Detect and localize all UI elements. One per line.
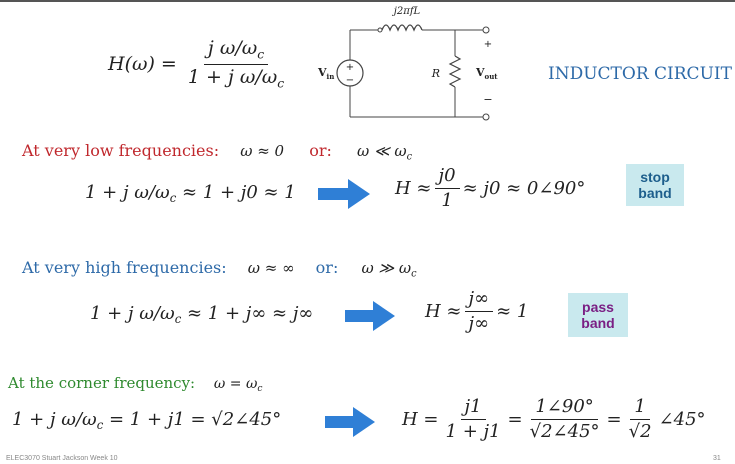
output-label: Vout [475,66,498,81]
top-rule [0,0,735,2]
low-h-expr: H ≈ j0 1 ≈ j0 ≈ 0∠90° [395,165,586,211]
tf-fraction: j ω/ωc 1 + j ω/ωc [187,37,285,91]
output-plus: + [484,39,492,50]
corner-f2-num: 1∠90° [531,397,598,420]
inductor-circuit-diagram: j2πfL + − Vin R + Vout − [317,6,498,121]
svg-text:+: + [346,62,354,73]
low-freq-heading: At very low frequencies: [22,141,220,160]
high-freq-heading: At very high frequencies: [22,258,227,277]
high-arrow-icon [345,301,395,331]
corner-f1-den: 1 + j1 [445,420,501,442]
resistor-label: R [431,67,440,80]
transfer-function: H(ω) = j ω/ωc 1 + j ω/ωc [108,38,291,91]
svg-text:Vin: Vin [317,66,334,81]
corner-tail: ∠45° [658,408,706,430]
high-cond1: ω ≈ ∞ [247,259,295,277]
inductor-coil [381,24,423,32]
tf-denominator: 1 + j ω/ω [187,65,278,88]
svg-text:−: − [346,75,354,86]
low-or: or: [309,141,332,160]
corner-f2-den: √2∠45° [529,420,600,442]
corner-freq-heading: At the corner frequency: [8,374,196,392]
corner-eq-left: 1 + j ω/ωc = 1 + j1 = √2∠45° [12,409,282,433]
corner-f1-num: j1 [460,397,486,420]
high-h-expr: H ≈ j∞ j∞ ≈ 1 [425,288,529,334]
low-cond1: ω ≈ 0 [240,142,285,160]
stop-band-badge: stop band [626,164,684,206]
low-freq-row: At very low frequencies: ω ≈ 0 or: ω ≪ ω… [22,141,412,162]
corner-cond: ω = ωc [213,376,263,395]
resistor [448,55,462,88]
pass-band-badge: pass band [568,293,628,337]
corner-arrow-icon [325,407,375,437]
high-cond2: ω ≫ ωc [361,259,417,280]
high-h-num: j∞ [464,289,494,312]
high-or: or: [315,258,339,277]
inductor-label: j2πfL [392,6,421,17]
tf-numerator: j ω/ω [207,37,258,59]
high-h-den: j∞ [468,312,490,334]
corner-freq-row: At the corner frequency: ω = ωc [8,374,262,394]
corner-h-expr: H = j1 1 + j1 = 1∠90° √2∠45° = 1 √2 ∠45° [402,396,706,442]
low-eq-left: 1 + j ω/ωc ≈ 1 + j0 ≈ 1 [85,182,296,206]
low-arrow-icon [318,179,370,209]
corner-f3-num: 1 [630,397,650,420]
high-freq-row: At very high frequencies: ω ≈ ∞ or: ω ≫ … [22,258,417,279]
tf-lhs: H(ω) = [108,53,177,76]
footer-page-number: 31 [713,455,721,462]
high-h-suffix: ≈ 1 [496,300,529,322]
output-minus: − [483,93,492,106]
high-eq-left: 1 + j ω/ωc ≈ 1 + j∞ ≈ j∞ [90,303,314,327]
low-h-suffix: ≈ j0 ≈ 0∠90° [462,177,586,199]
footer-left: ELEC3070 Stuart Jackson Week 10 [6,455,118,462]
corner-f3-den: √2 [628,420,652,442]
slide-title: INDUCTOR CIRCUIT [548,64,732,84]
low-cond2: ω ≪ ωc [356,142,413,163]
low-h-num: j0 [434,166,460,189]
low-h-den: 1 [441,189,453,211]
